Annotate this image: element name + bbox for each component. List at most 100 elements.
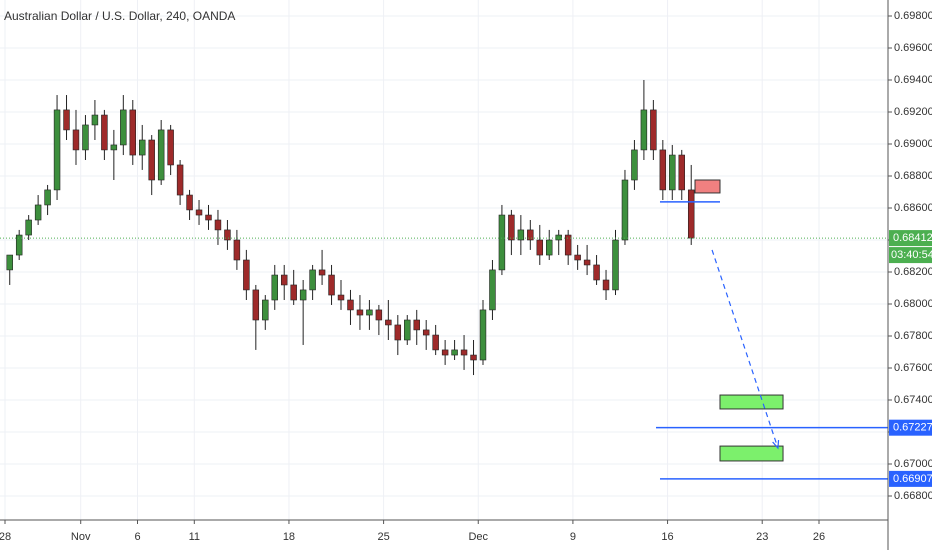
y-tick-label: 0.68600 <box>894 202 932 214</box>
x-tick-label: 18 <box>283 531 295 543</box>
candle-body <box>120 109 127 146</box>
candle-body <box>432 334 439 351</box>
candle-body <box>167 129 174 166</box>
candle-body <box>385 319 392 326</box>
candle-body <box>413 319 420 331</box>
candle-body <box>394 324 402 341</box>
candle-body <box>290 284 297 301</box>
candle-body <box>44 189 51 206</box>
candle-body <box>659 149 667 191</box>
candle-body <box>593 264 600 281</box>
x-tick-label: 9 <box>570 531 576 543</box>
y-tick-label: 0.67000 <box>894 458 932 470</box>
candle-body <box>271 274 278 301</box>
level-tag <box>889 419 932 436</box>
candle-body <box>451 349 458 356</box>
y-tick-label: 0.67600 <box>894 362 932 374</box>
candle-body <box>53 109 61 191</box>
candle-body <box>101 114 108 151</box>
forecast-arrow <box>711 249 779 449</box>
candle-body <box>669 154 676 191</box>
candle-body <box>460 349 468 356</box>
candle-body <box>243 259 250 291</box>
grid <box>0 0 888 520</box>
y-tick-label: 0.69600 <box>894 42 932 54</box>
x-tick-label: 26 <box>813 531 825 543</box>
candle-body <box>176 164 184 196</box>
candle-body <box>546 239 553 256</box>
last-price-tag <box>889 230 932 247</box>
candle-body <box>640 109 648 151</box>
y-tick-label: 0.67800 <box>894 330 932 342</box>
x-tick-label: 6 <box>134 531 140 543</box>
candle-body <box>309 269 316 291</box>
candle-body <box>252 289 260 321</box>
candle-body <box>404 319 411 341</box>
candle-body <box>564 234 572 256</box>
x-tick-label: 16 <box>661 531 673 543</box>
last-price-label: 0.68412 <box>893 232 932 244</box>
candle-body <box>555 234 562 241</box>
candle-body <box>479 309 487 361</box>
candle-body <box>356 309 364 316</box>
candle-body <box>687 189 695 239</box>
candle-body <box>318 269 326 276</box>
x-tick-label: 11 <box>189 531 200 543</box>
candle-body <box>82 124 89 151</box>
candle-body <box>157 129 165 181</box>
candle-body <box>262 299 269 321</box>
candle-body <box>422 329 430 336</box>
level-tag <box>889 470 932 487</box>
axes: 0.69800 0.69600 0.69400 0.69200 0.69000 0.688… <box>0 10 932 543</box>
candle-body <box>34 204 42 221</box>
candle-body <box>233 239 241 261</box>
candle-body <box>621 179 629 241</box>
candle-body <box>63 109 70 131</box>
y-tick-label: 0.68200 <box>894 266 932 278</box>
arrow-head <box>772 439 780 450</box>
candle-body <box>15 234 23 256</box>
chart-title: Australian Dollar / U.S. Dollar, 240, OA… <box>4 9 235 23</box>
countdown-label: 03:40:54 <box>891 249 932 261</box>
candle-body <box>91 114 99 126</box>
level-label: 0.67227 <box>893 422 932 434</box>
candle-body <box>129 109 137 156</box>
candle-body <box>366 309 373 316</box>
x-tick-label: Nov <box>71 531 91 543</box>
candle-body <box>25 219 32 236</box>
candle-body <box>186 194 193 211</box>
plot <box>0 80 888 480</box>
candle-body <box>224 229 231 241</box>
x-tick-label: Dec <box>468 531 488 543</box>
countdown-tag <box>889 247 932 264</box>
candle-body <box>214 219 222 231</box>
candle-body <box>517 229 525 241</box>
candle-body <box>328 274 335 296</box>
candle-body <box>6 254 13 271</box>
candle-body <box>299 289 307 301</box>
candle-body <box>583 259 591 266</box>
candle-body <box>536 239 544 256</box>
level-label: 0.66907 <box>893 473 932 485</box>
candle-body <box>72 129 80 151</box>
y-tick-label: 0.68000 <box>894 298 932 310</box>
candle-body <box>602 279 610 291</box>
candle-body <box>148 139 155 181</box>
candle-body <box>574 254 581 261</box>
candle-body <box>612 239 619 291</box>
x-tick-label: 25 <box>377 531 389 543</box>
candle-body <box>280 274 288 286</box>
candle-body <box>498 214 506 271</box>
candle-body <box>650 109 657 151</box>
candle-body <box>678 154 685 191</box>
candle-body <box>631 149 638 181</box>
candle-body <box>347 299 354 311</box>
y-tick-label: 0.68800 <box>894 170 932 182</box>
candle-body <box>337 294 345 301</box>
zone <box>719 394 784 410</box>
candle-body <box>470 354 477 361</box>
candle-body <box>441 349 449 356</box>
